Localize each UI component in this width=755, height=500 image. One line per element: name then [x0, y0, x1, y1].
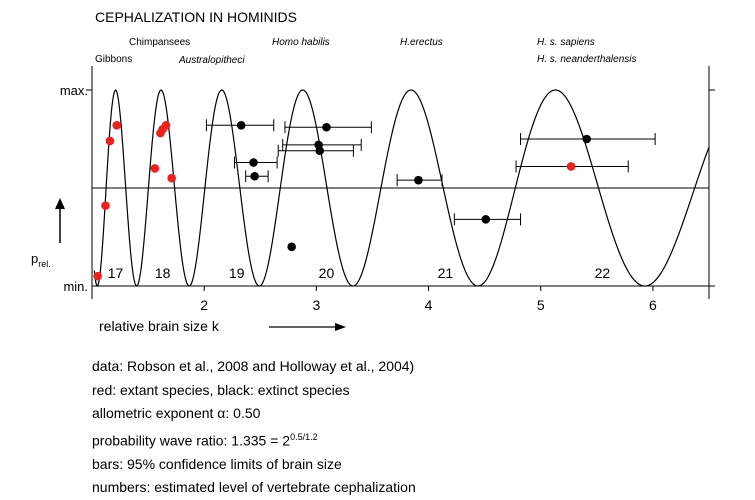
x-tick-label-0: 2 [200, 297, 208, 313]
y-axis-label: prel. [31, 251, 51, 269]
note-wave-ratio-exponent: 0.5/1.2 [290, 431, 318, 442]
note-numbers: numbers: estimated level of vertebrate c… [92, 479, 416, 496]
x-arrow-head [335, 323, 346, 331]
probability-wave [93, 89, 710, 287]
label-h-s-sapiens: H. s. sapiens [537, 37, 595, 48]
data-point-black-1 [249, 158, 258, 167]
y-arrow-head [55, 198, 65, 209]
x-tick-label-1: 3 [312, 297, 320, 313]
data-point-red-3 [112, 120, 121, 130]
level-number-22: 22 [595, 265, 611, 281]
label-h-erectus: H.erectus [400, 37, 443, 48]
note-color-legend: red: extant species, black: extinct spec… [92, 381, 350, 398]
note-allometric-exponent: allometric exponent α: 0.50 [92, 405, 261, 421]
data-point-red-2 [105, 136, 115, 146]
note-wave-ratio: probability wave ratio: 1.335 = 20.5/1.2 [92, 426, 416, 453]
note-data-source: data: Robson et al., 2008 and Holloway e… [92, 358, 415, 374]
data-point-black-7 [414, 175, 423, 185]
x-tick-label-2: 4 [425, 297, 433, 313]
y-tick-label-min: min. [63, 279, 88, 294]
x-tick-label-3: 5 [537, 297, 545, 313]
chart-title: CEPHALIZATION IN HOMINIDS [95, 9, 297, 25]
label-australopitheci: Australopitheci [179, 55, 245, 66]
level-number-20: 20 [319, 265, 335, 281]
level-number-18: 18 [155, 265, 171, 281]
data-point-black-2 [250, 171, 259, 181]
label-chimpansees: Chimpansees [129, 37, 191, 48]
data-point-black-0 [236, 120, 246, 130]
data-point-black-8 [481, 215, 491, 224]
note-wave-ratio-text: probability wave ratio: 1.335 = 2 [92, 432, 291, 449]
data-point-black-3 [287, 242, 296, 252]
data-point-black-6 [315, 146, 325, 156]
label-homo-habilis: Homo habilis [272, 37, 330, 48]
level-number-17: 17 [108, 265, 124, 281]
data-point-red-9 [566, 162, 576, 171]
level-number-21: 21 [438, 265, 454, 281]
x-axis-label: relative brain size k [99, 318, 220, 334]
label-gibbons: Gibbons [95, 54, 133, 65]
label-h-s-neanderthalensis: H. s. neanderthalensis [537, 54, 637, 65]
y-tick-label-max: max. [60, 83, 88, 98]
note-bars: bars: 95% confidence limits of brain siz… [92, 455, 342, 472]
notes-block: data: Robson et al., 2008 and Holloway e… [92, 355, 416, 500]
data-point-red-1 [101, 201, 110, 210]
data-point-black-9 [582, 134, 592, 144]
data-point-red-8 [167, 173, 176, 183]
data-point-red-4 [150, 164, 160, 173]
data-point-red-0 [93, 271, 102, 281]
x-tick-label-4: 6 [649, 297, 657, 313]
level-number-19: 19 [229, 265, 245, 281]
data-point-black-4 [322, 122, 331, 132]
data-point-red-7 [161, 120, 171, 130]
